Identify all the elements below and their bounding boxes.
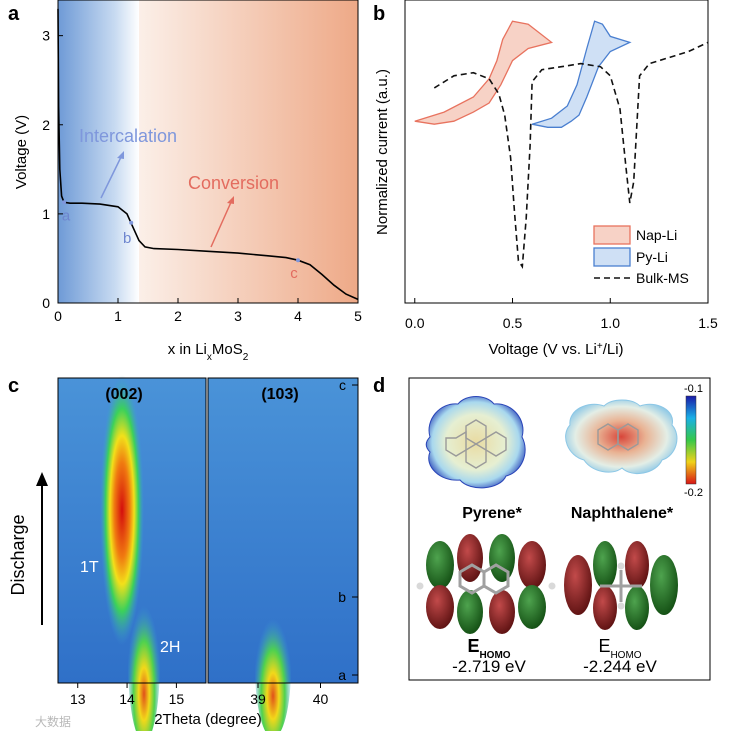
conversion-arrow xyxy=(210,199,233,248)
x-axis-103: 39 40 xyxy=(250,683,328,707)
intercalation-arrow-head xyxy=(117,151,124,159)
x-tick-label: 40 xyxy=(313,691,329,707)
nap-li-cv xyxy=(414,20,554,125)
pyrene-homo xyxy=(416,534,556,634)
state-markers: c b a xyxy=(338,377,358,683)
legend-swatch-nap xyxy=(593,225,631,245)
x-tick-label: 15 xyxy=(169,691,185,707)
pyrene-energy: -2.719 eV xyxy=(452,657,526,676)
state-label-a: a xyxy=(62,207,71,224)
x-tick-label: 3 xyxy=(234,308,242,324)
pyrene-esp-surface xyxy=(425,396,526,489)
state-point-a xyxy=(62,200,66,205)
state-point-c xyxy=(296,258,300,263)
colorbar xyxy=(685,395,697,485)
state-c: c xyxy=(339,377,346,393)
peak-2H-002 xyxy=(128,582,160,731)
legend-py: Py-Li xyxy=(636,249,668,265)
y-axis-label: Normalized current (a.u.) xyxy=(374,69,391,235)
panel-b: 0.0 0.5 1.0 1.5 Nap-Li Py-Li Bulk-MS Normal… xyxy=(373,0,718,358)
watermark: 大数据 xyxy=(35,714,71,729)
title-103: (103) xyxy=(261,386,298,403)
legend: Nap-Li Py-Li Bulk-MS xyxy=(593,225,689,286)
x-tick-label: 13 xyxy=(70,691,86,707)
title-002: (002) xyxy=(105,386,142,403)
x-tick-label: 0.5 xyxy=(503,315,523,331)
discharge-arrow-head xyxy=(36,472,48,486)
panel-d: -0.1 -0.2 Pyrene* Naphthalene* xyxy=(373,375,711,681)
x-tick-label: 39 xyxy=(250,691,266,707)
x-axis-002: 13 14 15 xyxy=(70,683,184,707)
y-tick-label: 3 xyxy=(42,28,50,44)
colorbar-min: -0.2 xyxy=(684,487,703,499)
y-tick-label: 1 xyxy=(42,206,50,222)
x-tick-label: 1.0 xyxy=(601,315,621,331)
state-a: a xyxy=(338,667,346,683)
x-axis-label: x in LixMoS2 xyxy=(168,341,249,363)
x-axis: 0 1 2 3 4 5 xyxy=(54,298,362,324)
intercalation-arrow xyxy=(100,154,123,199)
xrd-103-frame xyxy=(207,377,359,684)
y-tick-label: 2 xyxy=(42,117,50,133)
pyrene-esp xyxy=(425,396,526,489)
state-point-b xyxy=(129,220,134,225)
naphthalene-homo xyxy=(564,541,678,630)
pyrene-skeleton xyxy=(445,419,507,469)
legend-nap: Nap-Li xyxy=(636,227,677,243)
panel-label-b: b xyxy=(373,3,385,25)
axes-frame xyxy=(57,0,359,304)
axes-frame xyxy=(404,0,709,304)
x-axis: 0.0 0.5 1.0 1.5 xyxy=(405,298,718,331)
pyrene-name: Pyrene* xyxy=(462,505,522,522)
naphthalene-name: Naphthalene* xyxy=(571,505,674,522)
legend-bulk: Bulk-MS xyxy=(636,270,689,286)
naphthalene-skeleton xyxy=(597,423,639,451)
x-tick-label: 0 xyxy=(54,308,62,324)
naphthalene-energy: -2.244 eV xyxy=(583,657,657,676)
peak-2H-103 xyxy=(255,598,291,731)
x-tick-label: 2 xyxy=(174,308,182,324)
panel-a: 0 1 2 3 4 5 0 1 2 3 a b c Intercalation Conversion… xyxy=(8,0,362,363)
colorbar-max: -0.1 xyxy=(684,383,703,395)
label-2H: 2H xyxy=(160,639,180,656)
x-axis-label: 2Theta (degree) xyxy=(154,711,262,728)
y-axis-label: Voltage (V) xyxy=(13,115,30,189)
naphthalene-ehomo: EHOMO xyxy=(598,636,641,661)
pyrene-ehomo: EHOMO xyxy=(467,636,510,661)
x-tick-label: 4 xyxy=(294,308,302,324)
intercalation-label: Intercalation xyxy=(79,126,177,146)
bulk-ms-cv xyxy=(433,41,709,270)
label-1T: 1T xyxy=(80,559,99,576)
y-tick-label: 0 xyxy=(42,295,50,311)
py-li-cv xyxy=(531,20,632,128)
conversion-region xyxy=(139,0,358,303)
x-tick-label: 1.5 xyxy=(698,315,718,331)
panel-label-d: d xyxy=(373,375,385,397)
state-points: a b c xyxy=(62,200,300,282)
xrd-002-frame xyxy=(57,377,207,684)
naphthalene-esp-surface xyxy=(565,399,678,475)
panel-label-a: a xyxy=(8,3,20,25)
x-tick-label: 14 xyxy=(119,691,135,707)
peak-1T xyxy=(100,375,144,645)
conversion-label: Conversion xyxy=(188,173,279,193)
state-label-b: b xyxy=(123,230,131,247)
conversion-arrow-head xyxy=(227,196,234,204)
y-axis: 0 1 2 3 xyxy=(42,28,63,311)
panel-c: 13 14 15 39 40 (002) (103) 1T 2H c b a Disc… xyxy=(8,375,359,731)
legend-swatch-py xyxy=(593,247,631,267)
naphthalene-esp xyxy=(565,399,678,475)
x-axis-label: Voltage (V vs. Li+/Li) xyxy=(488,341,623,359)
panel-label-c: c xyxy=(8,375,19,397)
x-tick-label: 0.0 xyxy=(405,315,425,331)
intercalation-region xyxy=(58,0,139,303)
x-tick-label: 1 xyxy=(114,308,122,324)
discharge-label: Discharge xyxy=(8,514,28,595)
state-label-c: c xyxy=(290,265,298,282)
x-tick-label: 5 xyxy=(354,308,362,324)
state-b: b xyxy=(338,589,346,605)
